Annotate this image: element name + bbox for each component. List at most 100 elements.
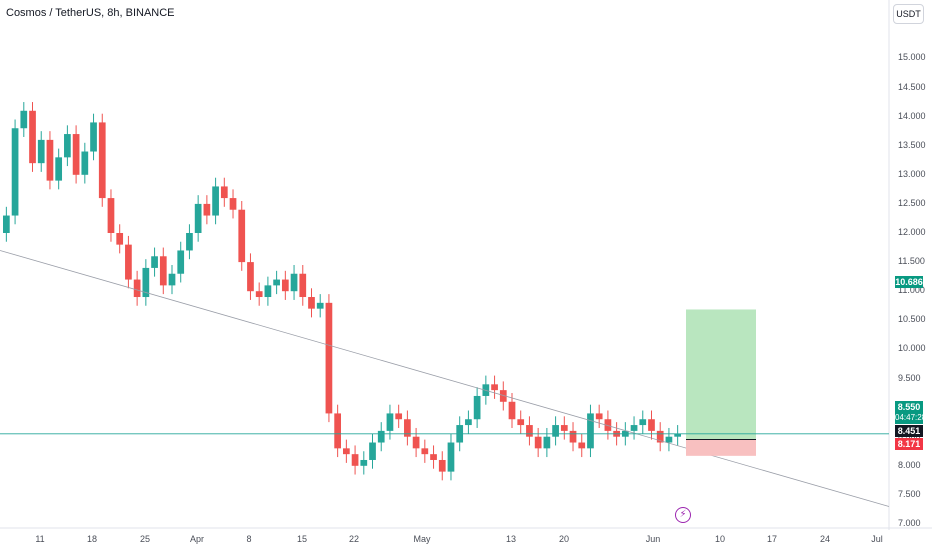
date-tick: May: [413, 534, 431, 544]
date-tick: 15: [296, 534, 308, 544]
candle-body: [37, 139, 45, 164]
candle-body: [465, 419, 472, 426]
candle-body: [386, 413, 394, 431]
countdown-value: 04:47:28: [895, 413, 927, 422]
price-tick: 10.000: [898, 343, 926, 354]
date-tick: 18: [86, 534, 98, 544]
candle-body: [46, 139, 54, 181]
candle-body: [186, 233, 193, 251]
candle-body: [438, 459, 446, 472]
candle-body: [351, 454, 359, 466]
price-tick: 15.000: [898, 52, 926, 63]
candle-body: [81, 151, 89, 175]
date-tick: 13: [505, 534, 517, 544]
candle-body: [404, 419, 411, 437]
candle-body: [20, 110, 28, 129]
chart-title: Cosmos / TetherUS, 8h, BINANCE: [6, 7, 175, 19]
candle-body: [203, 203, 211, 216]
candle-body: [543, 436, 551, 449]
stop-price-label: 8.171: [895, 438, 923, 450]
position-loss-zone[interactable]: [686, 439, 756, 456]
date-tick: Jun: [645, 534, 661, 544]
price-tick: 7.500: [898, 488, 921, 499]
candle-body: [534, 436, 542, 449]
date-tick: 17: [766, 534, 778, 544]
candle-body: [151, 256, 158, 268]
candle-body: [133, 279, 141, 298]
position-profit-zone[interactable]: [686, 309, 756, 440]
candle-body: [212, 186, 219, 216]
candle-body: [369, 442, 376, 460]
candle-body: [90, 122, 97, 152]
entry-price-label: 8.451: [895, 425, 923, 437]
candle-body: [395, 413, 403, 420]
candle-body: [377, 430, 385, 443]
candle-body: [526, 425, 533, 437]
candle-body: [665, 436, 673, 443]
price-tick: 11.000: [898, 285, 925, 296]
candle-body: [552, 425, 559, 437]
flash-icon[interactable]: ⚡: [675, 507, 691, 523]
candle-body: [72, 134, 80, 175]
date-tick: 24: [819, 534, 831, 544]
candle-body: [412, 436, 420, 449]
candles-layer: [3, 102, 681, 481]
date-tick: Apr: [189, 534, 205, 544]
price-tick: 12.500: [898, 197, 926, 208]
price-tick: 11.500: [898, 256, 925, 267]
candle-body: [125, 244, 132, 280]
candle-body: [255, 291, 263, 298]
price-tick: 8.000: [898, 459, 921, 470]
price-tick: 14.500: [898, 81, 926, 92]
date-tick: 10: [714, 534, 726, 544]
price-tick: 7.000: [898, 518, 921, 528]
candle-body: [674, 433, 681, 437]
candle-body: [3, 215, 10, 233]
candle-body: [508, 401, 516, 420]
date-tick: 8: [246, 534, 252, 544]
candle-body: [595, 413, 603, 420]
candle-body: [177, 250, 185, 274]
candle-body: [98, 122, 106, 199]
candle-body: [116, 233, 124, 245]
candle-body: [168, 273, 176, 286]
candle-body: [587, 413, 594, 449]
price-tick: 13.000: [898, 168, 926, 179]
candle-body: [325, 302, 333, 414]
candle-body: [299, 273, 307, 298]
candle-body: [273, 279, 280, 286]
current-price-label: 8.550 04:47:28: [895, 401, 927, 424]
candle-body: [447, 442, 455, 472]
price-tick: 13.500: [898, 139, 926, 150]
candle-body: [499, 390, 507, 402]
trendline[interactable]: [0, 250, 890, 507]
price-tick: 9.500: [898, 372, 921, 383]
candle-body: [159, 256, 167, 286]
candle-body: [308, 297, 315, 309]
candle-body: [238, 209, 246, 263]
candle-body: [517, 419, 525, 426]
candle-body: [229, 198, 237, 210]
candle-body: [630, 425, 638, 431]
candle-body: [55, 157, 63, 181]
candle-body: [343, 448, 350, 455]
candle-body: [194, 203, 202, 233]
candle-body: [604, 419, 612, 431]
candle-body: [578, 442, 586, 449]
candle-body: [11, 128, 19, 216]
date-tick: 25: [139, 534, 151, 544]
current-price-value: 8.550: [897, 402, 921, 412]
candle-body: [639, 419, 647, 426]
date-tick: 11: [35, 534, 45, 544]
currency-button[interactable]: USDT: [893, 4, 924, 24]
price-tick: 10.500: [898, 314, 926, 325]
candle-body: [648, 419, 655, 431]
candle-body: [290, 273, 298, 292]
candle-body: [316, 302, 324, 309]
candle-body: [107, 198, 115, 233]
date-tick: 20: [558, 534, 570, 544]
candle-body: [473, 395, 481, 420]
candle-body: [334, 413, 341, 449]
candle-body: [421, 448, 429, 455]
